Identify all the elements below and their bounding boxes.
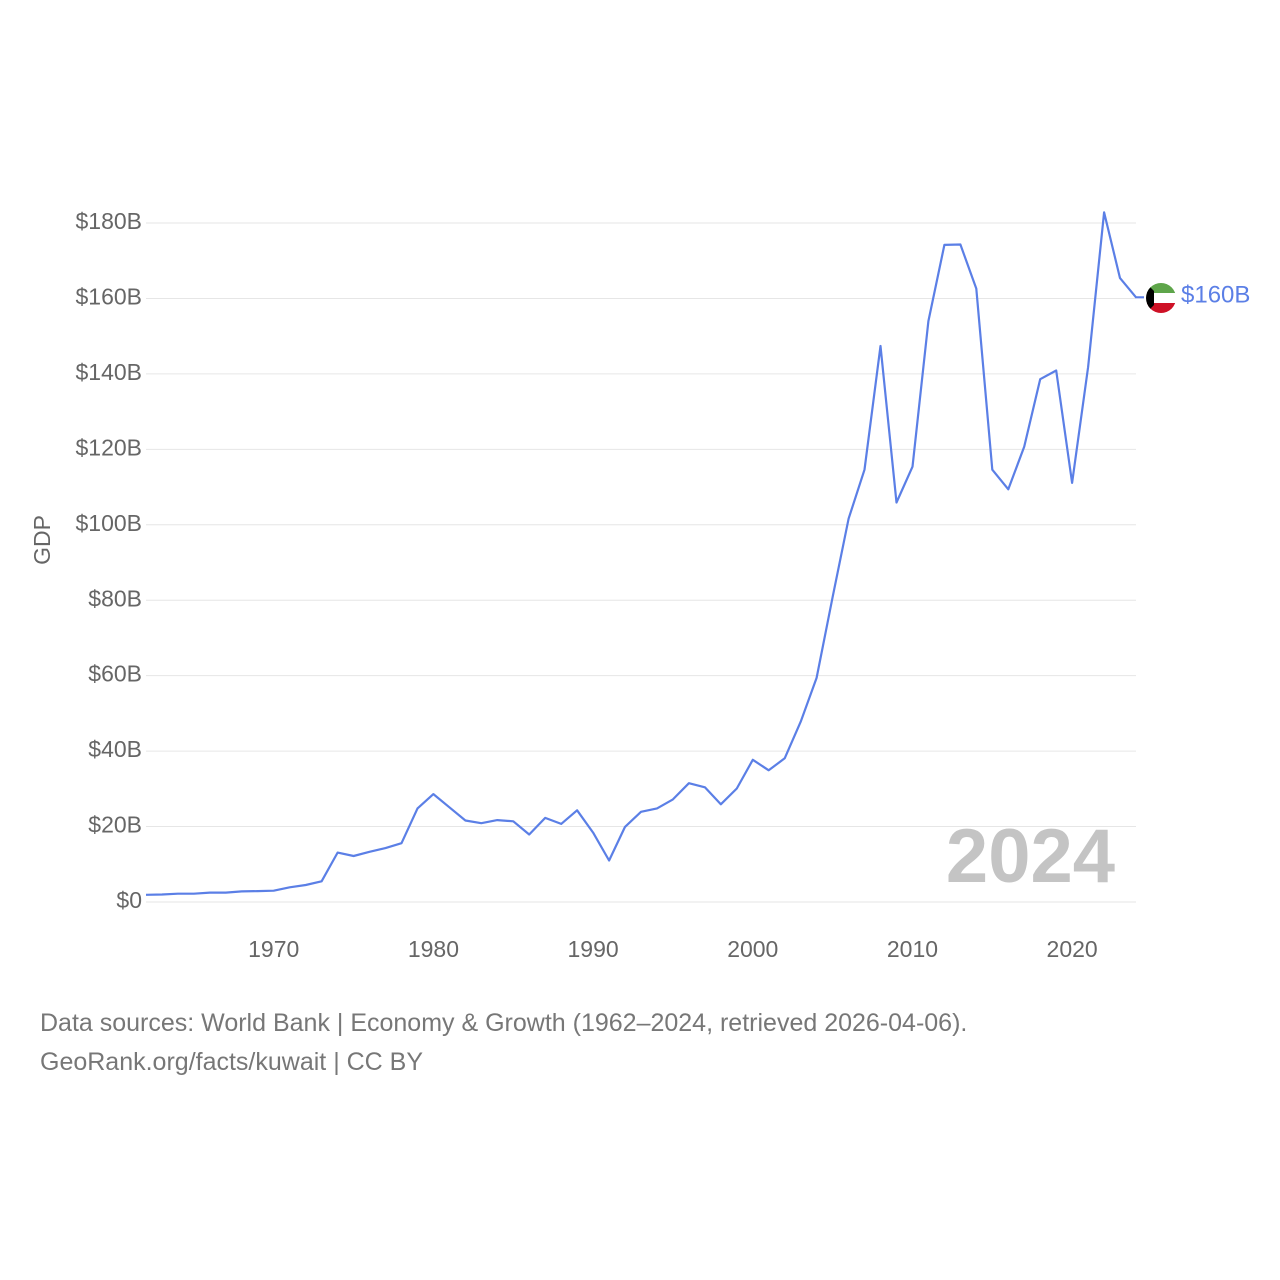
x-tick-label: 1990 [568,936,619,962]
current-year-watermark: 2024 [946,814,1115,899]
series-end-value-label: $160B [1181,281,1250,308]
x-tick-label: 2000 [727,936,778,962]
y-tick-label: $0 [116,887,142,913]
y-tick-label: $140B [75,359,142,385]
y-tick-label: $80B [88,585,142,611]
y-tick-label: $40B [88,736,142,762]
footer: Data sources: World Bank | Economy & Gro… [40,1004,967,1082]
x-tick-label: 1970 [248,936,299,962]
kuwait-flag-icon [1146,283,1176,313]
y-tick-label: $20B [88,812,142,838]
attribution-note: GeoRank.org/facts/kuwait | CC BY [40,1048,424,1076]
x-tick-label: 2010 [887,936,938,962]
y-axis-label: GDP [29,515,55,565]
y-tick-label: $120B [75,434,142,460]
x-axis-ticks: 1970 1980 1990 2000 2010 2020 [248,936,1098,962]
y-tick-label: $180B [75,208,142,234]
y-axis-ticks: $0 $20B $40B $60B $80B $100B $120B $140B $160B $1… [75,208,142,913]
x-tick-label: 2020 [1047,936,1098,962]
gdp-line-chart: $0 $20B $40B $60B $80B $100B $120B $140B $160B $1… [29,208,1250,962]
gridlines [146,222,1136,903]
y-tick-label: $60B [88,661,142,687]
y-tick-label: $100B [75,510,142,536]
x-tick-label: 1980 [408,936,459,962]
y-tick-label: $160B [75,284,142,310]
series-line-kuwait [145,211,1144,896]
data-source-note: Data sources: World Bank | Economy & Gro… [40,1009,968,1037]
